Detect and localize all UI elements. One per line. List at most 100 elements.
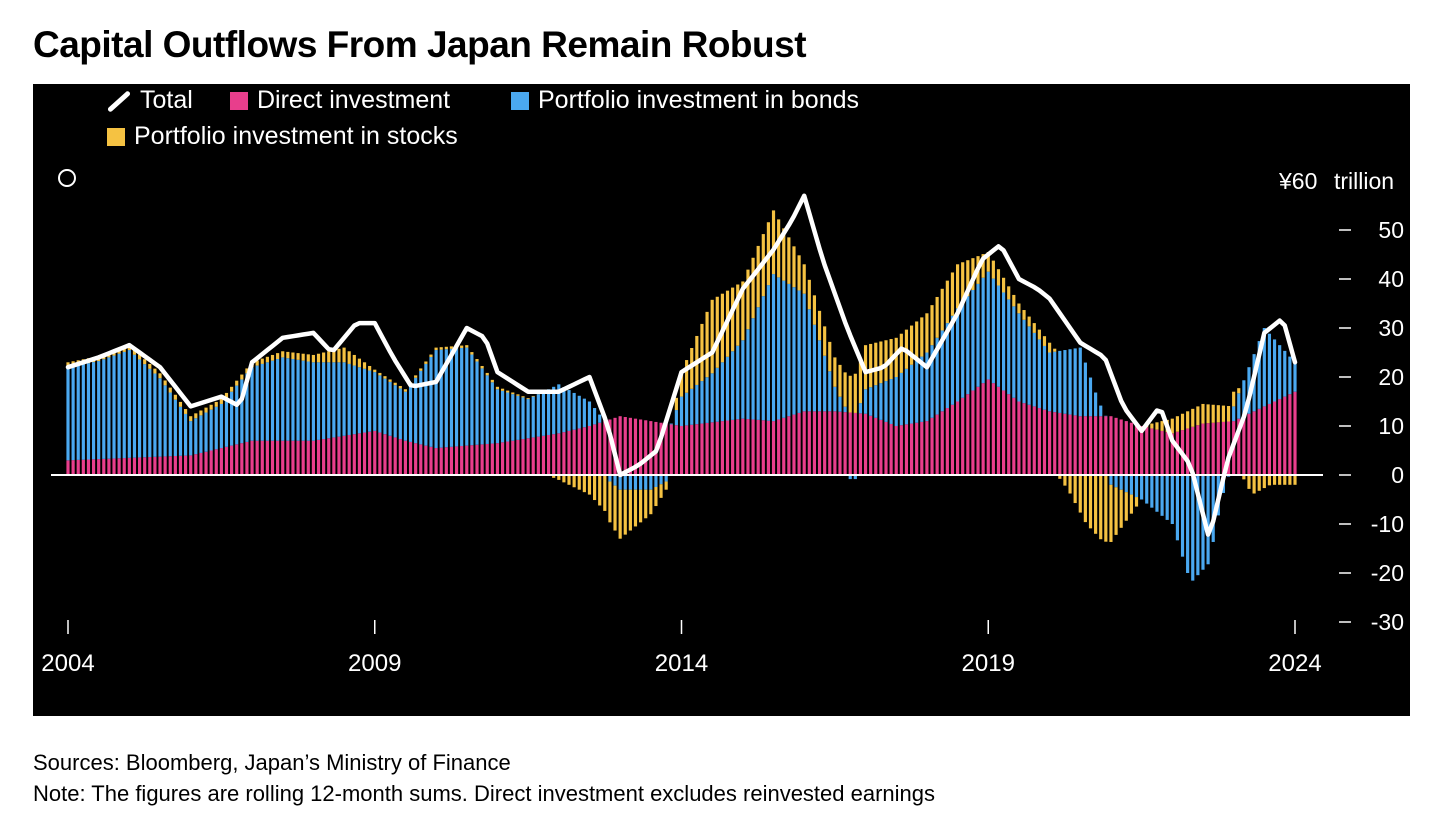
bar-stocks xyxy=(490,379,494,383)
bar-direct xyxy=(1165,432,1169,475)
bar-stocks xyxy=(838,364,842,397)
bar-bonds xyxy=(904,368,909,425)
bar-bonds xyxy=(746,329,750,420)
bar-stocks xyxy=(874,342,878,386)
bar-direct xyxy=(408,441,413,475)
bar-stocks xyxy=(158,373,162,379)
y-tick-label: 0 xyxy=(1391,462,1404,488)
bar-direct xyxy=(986,379,990,475)
bar-stocks xyxy=(608,481,612,523)
bar-direct xyxy=(357,433,361,475)
bar-direct xyxy=(465,445,469,475)
bar-direct xyxy=(971,390,975,476)
bar-stocks xyxy=(1262,475,1266,489)
bar-stocks xyxy=(843,372,847,407)
bar-direct xyxy=(500,442,505,475)
bar-direct xyxy=(1170,433,1174,475)
bar-bonds xyxy=(449,348,454,447)
bar-direct xyxy=(1017,401,1021,475)
bar-direct xyxy=(817,411,822,475)
bar-direct xyxy=(1237,418,1241,475)
bar-bonds xyxy=(143,364,147,458)
bar-direct xyxy=(204,451,208,476)
bar-bonds xyxy=(669,423,673,425)
bar-stocks xyxy=(230,386,234,392)
bar-stocks xyxy=(628,489,632,531)
bar-stocks xyxy=(981,254,985,278)
bar-stocks xyxy=(393,382,397,386)
bar-stocks xyxy=(1226,405,1231,422)
bar-direct xyxy=(81,459,85,475)
bar-bonds xyxy=(858,403,863,414)
y-tick-label: 50 xyxy=(1378,217,1404,243)
bar-bonds xyxy=(833,386,837,412)
bar-direct xyxy=(685,425,689,475)
bar-stocks xyxy=(613,485,617,531)
bar-stocks xyxy=(797,255,801,291)
bar-direct xyxy=(296,440,300,475)
bar-bonds xyxy=(756,307,760,420)
bar-stocks xyxy=(562,475,566,483)
bar-direct xyxy=(480,444,484,476)
bar-bonds xyxy=(1170,475,1174,524)
bar-bonds xyxy=(117,353,121,459)
bar-bonds xyxy=(1242,380,1246,417)
bar-direct xyxy=(122,458,126,475)
bar-bonds xyxy=(490,382,494,444)
bar-direct xyxy=(731,419,735,475)
bar-stocks xyxy=(690,348,694,389)
bar-stocks xyxy=(1150,423,1154,429)
bar-direct xyxy=(1073,415,1077,475)
bar-direct xyxy=(429,446,433,475)
bar-direct xyxy=(184,455,188,475)
bar-stocks xyxy=(137,354,142,360)
bar-direct xyxy=(843,412,847,475)
bar-bonds xyxy=(316,362,321,440)
bar-direct xyxy=(633,418,638,475)
bar-bonds xyxy=(91,362,96,460)
bar-direct xyxy=(715,421,719,475)
bar-bonds xyxy=(1283,350,1287,397)
bar-bonds xyxy=(506,392,510,442)
bar-stocks xyxy=(475,359,479,362)
bar-direct xyxy=(787,416,791,475)
bar-direct xyxy=(690,424,694,475)
bar-bonds xyxy=(383,378,387,435)
bar-direct xyxy=(444,447,448,475)
bar-stocks xyxy=(817,310,822,341)
bar-stocks xyxy=(132,349,137,355)
bar-direct xyxy=(608,419,612,475)
bar-stocks xyxy=(337,348,341,363)
bar-bonds xyxy=(209,409,213,451)
bar-direct xyxy=(1283,396,1287,475)
bar-bonds xyxy=(741,340,745,419)
bar-bonds xyxy=(725,356,730,421)
bar-direct xyxy=(306,440,310,475)
bar-direct xyxy=(1104,416,1108,475)
bar-stocks xyxy=(639,489,643,523)
bar-stocks xyxy=(368,365,372,371)
bar-stocks xyxy=(500,388,505,391)
bar-bonds xyxy=(168,392,172,457)
bar-bonds xyxy=(250,367,254,441)
bar-stocks xyxy=(327,351,331,363)
bar-direct xyxy=(66,460,70,475)
bar-bonds xyxy=(700,381,704,424)
bar-bonds xyxy=(393,385,397,438)
bar-direct xyxy=(915,422,919,475)
bar-direct xyxy=(1068,414,1072,475)
bar-stocks xyxy=(966,260,970,297)
bar-bonds xyxy=(552,386,556,435)
bar-bonds xyxy=(301,360,305,441)
x-tick-label: 2014 xyxy=(655,650,708,677)
bar-direct xyxy=(920,421,924,475)
bar-bonds xyxy=(1017,313,1021,402)
bar-direct xyxy=(659,422,663,475)
bar-stocks xyxy=(1048,342,1052,353)
bar-bonds xyxy=(577,395,581,429)
bar-stocks xyxy=(751,257,755,319)
bar-direct xyxy=(669,424,673,475)
bar-direct xyxy=(316,439,321,475)
bar-direct xyxy=(495,443,500,475)
bar-direct xyxy=(143,457,147,475)
